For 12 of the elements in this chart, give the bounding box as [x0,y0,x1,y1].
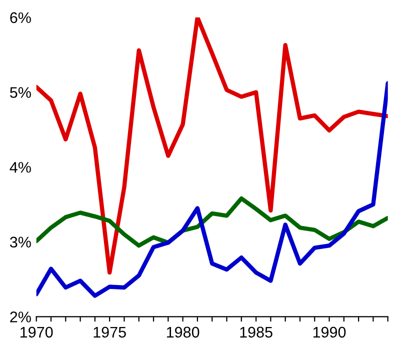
line-series [36,81,388,298]
x-tick-label: 1975 [94,326,126,338]
line-series [36,17,388,275]
x-tick-label: 1985 [240,326,272,338]
y-tick-label: 3% [10,236,31,248]
y-tick-label: 6% [10,12,31,24]
x-tick-label: 1980 [166,326,200,338]
y-tick-label: 5% [10,87,31,98]
y-tick-label: 2% [10,312,31,322]
y-tick-label: 4% [10,162,31,173]
x-tick-label: 1990 [313,326,346,338]
x-tick-label: 1970 [20,326,53,338]
